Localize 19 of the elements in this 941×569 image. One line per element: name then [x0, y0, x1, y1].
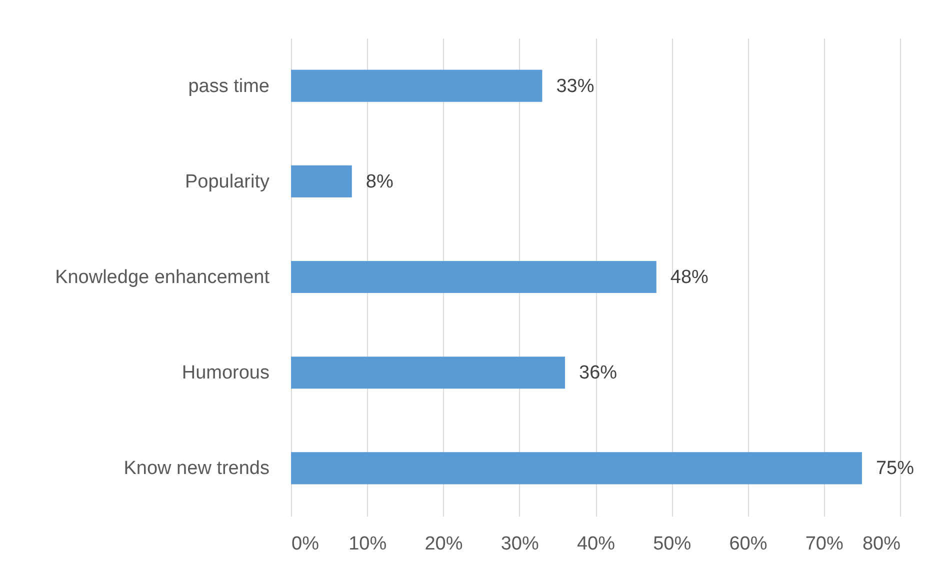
y-tick-label: Know new trends — [124, 458, 270, 480]
data-label: 75% — [876, 458, 914, 480]
x-tick-label: 30% — [500, 534, 539, 554]
data-label: 33% — [556, 76, 594, 97]
y-tick-label: pass time — [188, 76, 270, 97]
x-tick-label: 70% — [805, 534, 844, 554]
y-tick-label: Popularity — [185, 171, 270, 192]
x-tick-label: 80% — [862, 534, 901, 554]
x-tick-label: 50% — [653, 534, 692, 554]
y-tick-label: Knowledge enhancement — [55, 267, 270, 288]
data-label: 48% — [670, 267, 709, 288]
x-tick-label: 0% — [292, 534, 320, 554]
x-tick-label: 60% — [729, 534, 768, 554]
data-label: 8% — [366, 171, 394, 192]
x-tick-label: 10% — [348, 534, 387, 554]
x-tick-label: 20% — [424, 534, 463, 554]
y-tick-label: Humorous — [182, 362, 270, 384]
x-tick-label: 40% — [576, 534, 616, 554]
data-label: 36% — [579, 362, 618, 384]
